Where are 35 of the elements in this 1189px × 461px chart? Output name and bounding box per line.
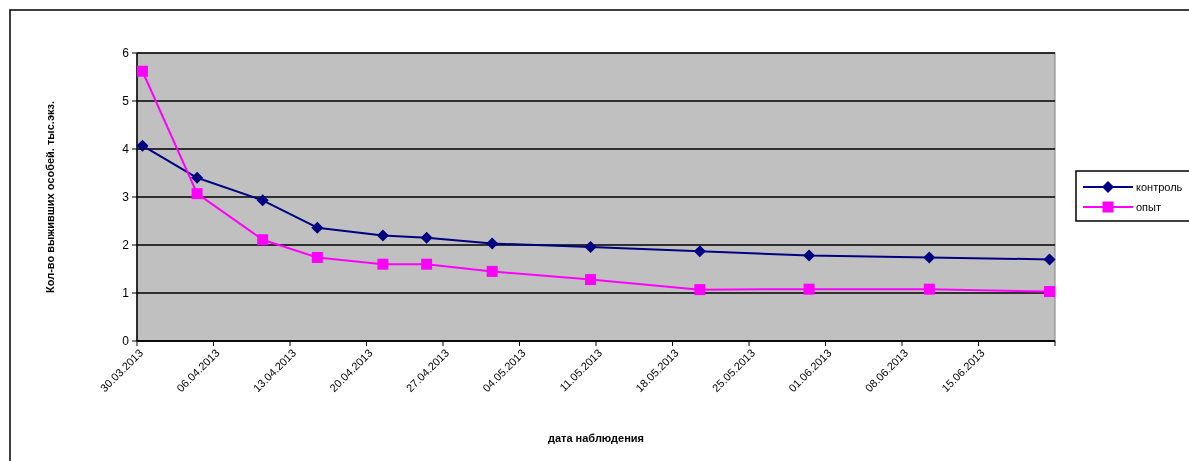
- point: [803, 249, 816, 262]
- y-tick-label: 2: [122, 238, 130, 253]
- point: [1043, 253, 1056, 266]
- point: [191, 188, 203, 200]
- point: [693, 245, 706, 258]
- point: [585, 274, 597, 286]
- y-tick-label: 4: [122, 142, 130, 157]
- point: [377, 258, 389, 270]
- point: [694, 284, 706, 296]
- x-axis-title: дата наблюдения: [547, 432, 645, 444]
- point: [257, 234, 269, 246]
- point: [421, 258, 433, 270]
- point: [1044, 286, 1056, 298]
- legend-label: опыт: [1136, 200, 1162, 213]
- y-tick-label: 1: [122, 286, 130, 301]
- point: [803, 283, 815, 295]
- point: [256, 194, 269, 207]
- y-tick-label: 3: [122, 190, 130, 205]
- point: [584, 240, 597, 253]
- point: [311, 251, 323, 263]
- point: [486, 265, 498, 277]
- point: [420, 231, 433, 244]
- point: [923, 251, 936, 264]
- legend-label: контроль: [1136, 180, 1183, 193]
- y-axis-title: Кол-во выживших особей. тыс.экз.: [44, 100, 56, 294]
- y-tick-label: 0: [122, 334, 130, 349]
- point: [136, 139, 149, 152]
- y-tick-label: 6: [122, 46, 130, 61]
- point: [923, 283, 935, 295]
- point: [376, 229, 389, 242]
- point: [136, 65, 148, 77]
- point: [486, 237, 499, 250]
- point: [311, 221, 324, 234]
- point: [191, 171, 204, 184]
- y-tick-label: 5: [122, 94, 130, 109]
